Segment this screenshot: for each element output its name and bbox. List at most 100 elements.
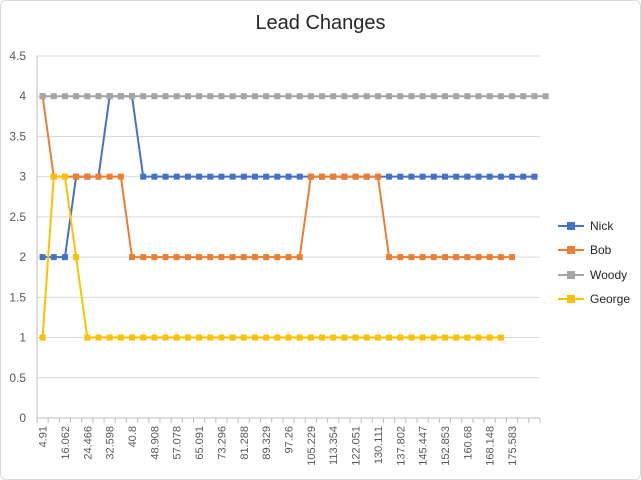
data-point-bob bbox=[330, 173, 337, 180]
data-point-woody bbox=[542, 93, 549, 100]
data-point-bob bbox=[140, 254, 147, 261]
data-point-woody bbox=[207, 93, 214, 100]
x-tick-label: 160.68 bbox=[462, 426, 474, 460]
legend-label-george: George bbox=[590, 292, 631, 307]
data-point-woody bbox=[509, 93, 516, 100]
data-point-woody bbox=[229, 93, 236, 100]
data-point-george bbox=[251, 334, 258, 341]
data-point-nick bbox=[453, 173, 460, 180]
data-point-nick bbox=[531, 173, 538, 180]
data-point-woody bbox=[531, 93, 538, 100]
y-tick-label: 2 bbox=[19, 250, 26, 264]
x-tick-label: 57.078 bbox=[172, 426, 184, 460]
data-point-bob bbox=[229, 254, 236, 261]
data-point-woody bbox=[285, 93, 292, 100]
y-tick-label: 4 bbox=[19, 89, 26, 103]
data-point-nick bbox=[173, 173, 180, 180]
data-point-george bbox=[240, 334, 247, 341]
x-tick-label: 105.229 bbox=[306, 426, 318, 466]
data-point-bob bbox=[117, 173, 124, 180]
data-point-woody bbox=[50, 93, 57, 100]
data-point-bob bbox=[274, 254, 281, 261]
data-point-george bbox=[274, 334, 281, 341]
x-tick-label: 97.26 bbox=[284, 426, 296, 454]
data-point-bob bbox=[240, 254, 247, 261]
data-point-bob bbox=[296, 254, 303, 261]
data-point-bob bbox=[497, 254, 504, 261]
data-point-george bbox=[173, 334, 180, 341]
data-point-bob bbox=[285, 254, 292, 261]
data-point-nick bbox=[419, 173, 426, 180]
data-point-woody bbox=[151, 93, 158, 100]
x-tick-label: 122.051 bbox=[351, 426, 363, 466]
x-tick-label: 113.354 bbox=[328, 426, 340, 465]
data-point-bob bbox=[106, 173, 113, 180]
x-tick-label: 16.062 bbox=[60, 426, 72, 460]
data-point-woody bbox=[464, 93, 471, 100]
data-point-woody bbox=[430, 93, 437, 100]
data-point-george bbox=[61, 173, 68, 180]
data-point-george bbox=[84, 334, 91, 341]
data-point-nick bbox=[162, 173, 169, 180]
data-point-woody bbox=[419, 93, 426, 100]
legend-label-woody: Woody bbox=[590, 267, 628, 282]
data-point-george bbox=[207, 334, 214, 341]
data-point-bob bbox=[453, 254, 460, 261]
data-point-george bbox=[162, 334, 169, 341]
data-point-woody bbox=[162, 93, 169, 100]
x-tick-label: 152.853 bbox=[440, 426, 452, 466]
data-point-bob bbox=[419, 254, 426, 261]
data-point-george bbox=[140, 334, 147, 341]
data-point-woody bbox=[140, 93, 147, 100]
data-point-woody bbox=[240, 93, 247, 100]
data-point-woody bbox=[397, 93, 404, 100]
data-point-george bbox=[386, 334, 393, 341]
data-point-bob bbox=[486, 254, 493, 261]
data-point-george bbox=[319, 334, 326, 341]
y-tick-label: 1.5 bbox=[9, 290, 26, 304]
data-point-nick bbox=[397, 173, 404, 180]
data-point-george bbox=[285, 334, 292, 341]
data-point-woody bbox=[497, 93, 504, 100]
data-point-george bbox=[363, 334, 370, 341]
data-point-nick bbox=[218, 173, 225, 180]
data-point-bob bbox=[251, 254, 258, 261]
data-point-bob bbox=[207, 254, 214, 261]
data-point-george bbox=[50, 173, 57, 180]
y-tick-label: 1 bbox=[19, 331, 26, 345]
data-point-nick bbox=[430, 173, 437, 180]
data-point-george bbox=[307, 334, 314, 341]
data-point-woody bbox=[173, 93, 180, 100]
data-point-bob bbox=[341, 173, 348, 180]
data-point-george bbox=[39, 334, 46, 341]
data-point-woody bbox=[218, 93, 225, 100]
data-point-nick bbox=[441, 173, 448, 180]
data-point-woody bbox=[39, 93, 46, 100]
data-point-george bbox=[397, 334, 404, 341]
data-point-george bbox=[184, 334, 191, 341]
legend-label-bob: Bob bbox=[590, 243, 612, 258]
data-point-bob bbox=[73, 173, 80, 180]
data-point-nick bbox=[151, 173, 158, 180]
legend-label-nick: Nick bbox=[590, 219, 614, 234]
data-point-nick bbox=[497, 173, 504, 180]
data-point-george bbox=[196, 334, 203, 341]
x-tick-label: 89.329 bbox=[261, 426, 273, 460]
data-point-george bbox=[374, 334, 381, 341]
legend-swatch-george bbox=[558, 294, 584, 304]
data-point-george bbox=[73, 254, 80, 261]
data-point-woody bbox=[330, 93, 337, 100]
data-point-george bbox=[475, 334, 482, 341]
chart-legend: Nick Bob Woody George bbox=[558, 214, 630, 311]
legend-swatch-bob bbox=[558, 245, 584, 255]
data-point-woody bbox=[129, 93, 136, 100]
data-point-nick bbox=[61, 254, 68, 261]
data-point-woody bbox=[319, 93, 326, 100]
data-point-woody bbox=[386, 93, 393, 100]
legend-swatch-woody bbox=[558, 270, 584, 280]
data-point-woody bbox=[251, 93, 258, 100]
data-point-george bbox=[229, 334, 236, 341]
data-point-george bbox=[263, 334, 270, 341]
x-tick-label: 168.148 bbox=[485, 426, 497, 466]
